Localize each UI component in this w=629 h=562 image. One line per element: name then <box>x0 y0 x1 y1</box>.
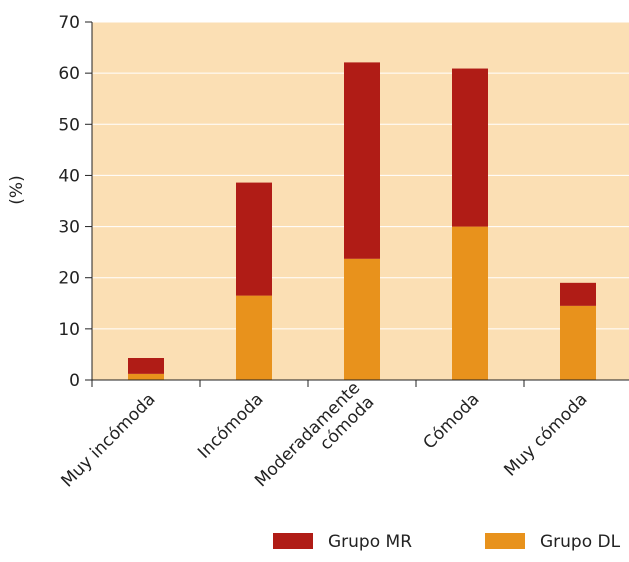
x-tick-label: Cómoda <box>420 389 484 453</box>
x-tick-label: Muy incómoda <box>57 389 159 491</box>
bar-grupo-dl <box>344 258 380 380</box>
y-tick-label: 50 <box>58 115 80 135</box>
legend-label: Grupo DL <box>540 532 621 552</box>
x-tick-label: Moderadamentecómoda <box>251 378 378 505</box>
y-tick-label: 40 <box>58 166 80 186</box>
y-tick-label: 60 <box>58 64 80 84</box>
bar-grupo-dl <box>236 295 272 380</box>
legend-swatch <box>485 533 525 549</box>
bar-grupo-mr <box>452 68 488 227</box>
legend-swatch <box>273 533 313 549</box>
legend-label: Grupo MR <box>328 532 412 552</box>
y-tick-labels: 0 10 20 30 40 50 60 70 <box>58 13 80 391</box>
bar-grupo-mr <box>128 358 164 374</box>
y-tick-label: 70 <box>58 13 80 33</box>
y-tick-label: 10 <box>58 320 80 340</box>
x-tick-label: Incómoda <box>194 389 267 462</box>
bar-grupo-dl <box>128 373 164 380</box>
y-tick-label: 30 <box>58 218 80 238</box>
bar-grupo-dl <box>452 226 488 380</box>
bars <box>128 62 596 380</box>
y-axis-label: (%) <box>7 175 27 204</box>
legend: Grupo MR Grupo DL <box>273 532 621 552</box>
bar-grupo-mr <box>236 182 272 296</box>
y-tick-label: 20 <box>58 269 80 289</box>
bar-grupo-mr <box>560 282 596 306</box>
y-tick-label: 0 <box>69 371 80 391</box>
axes <box>85 21 629 387</box>
bar-grupo-mr <box>344 62 380 259</box>
x-tick-label: Muy cómoda <box>500 389 591 480</box>
bar-grupo-dl <box>560 305 596 380</box>
